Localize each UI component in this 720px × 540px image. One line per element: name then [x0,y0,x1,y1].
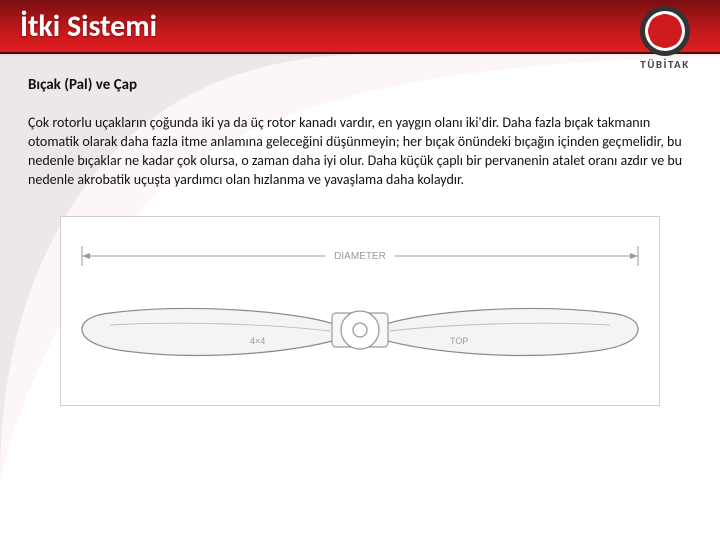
diameter-label: DIAMETER [334,251,386,262]
right-blade [380,308,638,355]
blade-label-top: TOP [450,336,468,346]
blade-label-4x4: 4×4 [250,336,265,346]
slide-header: İtki Sistemi [0,0,720,54]
slide-title: İtki Sistemi [20,8,157,45]
body-paragraph: Çok rotorlu uçakların çoğunda iki ya da … [28,114,692,190]
slide-content: Bıçak (Pal) ve Çap Çok rotorlu uçakların… [0,54,720,406]
section-subheading: Bıçak (Pal) ve Çap [28,76,692,94]
hub-inner-circle [353,323,367,337]
propeller-diagram: DIAMETER 4×4 TOP [60,216,660,406]
logo-text: TÜBİTAK [624,58,706,71]
dimension-line: DIAMETER [82,246,638,266]
propeller-svg: DIAMETER 4×4 TOP [70,221,650,401]
logo-ring-icon [640,6,690,56]
gear-icon [651,17,679,45]
tubitak-logo: TÜBİTAK [624,6,706,71]
left-blade [82,308,340,355]
